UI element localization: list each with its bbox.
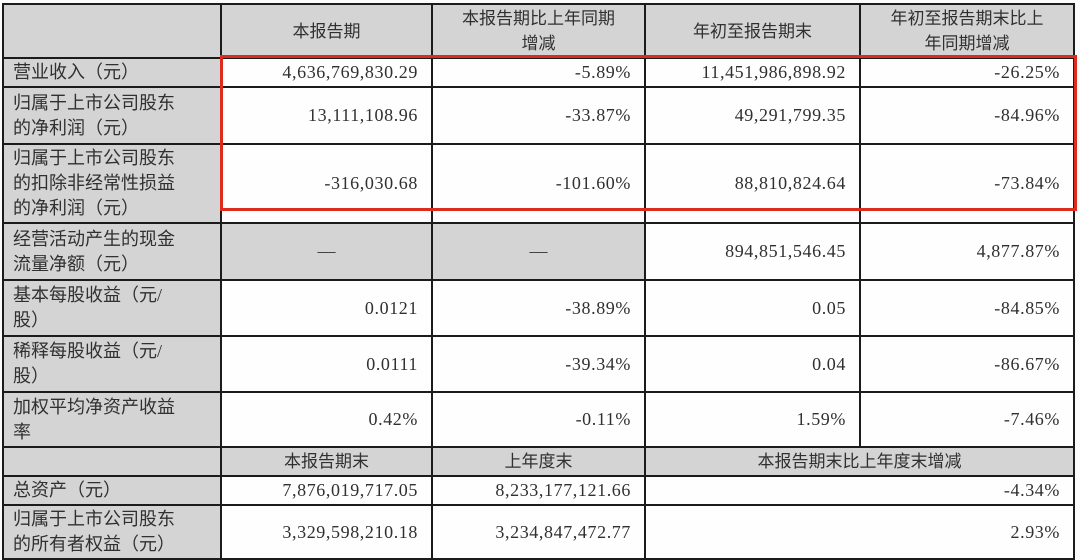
table-row-net-profit: 归属于上市公司股东 的净利润（元） 13,111,108.96 -33.87% …	[2, 86, 1075, 145]
value-cell: -316,030.68	[220, 143, 433, 224]
value-cell: -26.25%	[859, 57, 1075, 88]
value-cell: 0.04	[644, 335, 861, 393]
table-row-basic-eps: 基本每股收益（元/ 股） 0.0121 -38.89% 0.05 -84.85%	[2, 279, 1075, 337]
value-cell: -38.89%	[431, 279, 646, 337]
row-label: 归属于上市公司股东 的所有者权益（元）	[2, 504, 222, 560]
corner-cell	[2, 446, 222, 477]
row-label: 加权平均净资产收益 率	[2, 391, 222, 448]
value-cell: 0.42%	[220, 391, 433, 448]
value-cell: -39.34%	[431, 335, 646, 393]
value-cell: 8,233,177,121.66	[431, 475, 646, 506]
value-cell: -7.46%	[859, 391, 1075, 448]
table-row-revenue: 营业收入（元） 4,636,769,830.29 -5.89% 11,451,9…	[2, 57, 1075, 88]
value-cell: 0.05	[644, 279, 861, 337]
value-cell: 4,877.87%	[859, 222, 1075, 281]
value-cell: 7,876,019,717.05	[220, 475, 433, 506]
value-cell: 4,636,769,830.29	[220, 57, 433, 88]
row-label: 归属于上市公司股东 的扣除非经常性损益 的净利润（元）	[2, 143, 222, 224]
table-row-total-assets: 总资产（元） 7,876,019,717.05 8,233,177,121.66…	[2, 475, 1075, 506]
value-cell: 3,234,847,472.77	[431, 504, 646, 560]
corner-cell	[2, 3, 222, 59]
value-cell: 13,111,108.96	[220, 86, 433, 145]
row-label: 营业收入（元）	[2, 57, 222, 88]
column-header-current-period: 本报告期	[220, 3, 433, 59]
column-header-prior-year-end: 上年度末	[431, 446, 646, 477]
value-cell: 3,329,598,210.18	[220, 504, 433, 560]
value-cell: 11,451,986,898.92	[644, 57, 861, 88]
row-label: 归属于上市公司股东 的净利润（元）	[2, 86, 222, 145]
table-row-operating-cash-flow: 经营活动产生的现金 流量净额（元） — — 894,851,546.45 4,8…	[2, 222, 1075, 281]
table-row-weighted-avg-roe: 加权平均净资产收益 率 0.42% -0.11% 1.59% -7.46%	[2, 391, 1075, 448]
value-cell: 88,810,824.64	[644, 143, 861, 224]
section1-header-row: 本报告期 本报告期比上年同期 增减 年初至报告期末 年初至报告期末比上 年同期增…	[2, 3, 1075, 59]
value-cell: -86.67%	[859, 335, 1075, 393]
value-cell: -4.34%	[644, 475, 1075, 506]
key-figures-table: 本报告期 本报告期比上年同期 增减 年初至报告期末 年初至报告期末比上 年同期增…	[2, 3, 1075, 560]
row-label: 基本每股收益（元/ 股）	[2, 279, 222, 337]
value-cell: -73.84%	[859, 143, 1075, 224]
section2-header-row: 本报告期末 上年度末 本报告期末比上年度末增减	[2, 446, 1075, 477]
value-cell: 2.93%	[644, 504, 1075, 560]
table-row-diluted-eps: 稀释每股收益（元/ 股） 0.0111 -39.34% 0.04 -86.67%	[2, 335, 1075, 393]
value-cell: -0.11%	[431, 391, 646, 448]
column-header-ytd: 年初至报告期末	[644, 3, 861, 59]
table-row-net-profit-excl-nonrecurring: 归属于上市公司股东 的扣除非经常性损益 的净利润（元） -316,030.68 …	[2, 143, 1075, 224]
table-row-owners-equity: 归属于上市公司股东 的所有者权益（元） 3,329,598,210.18 3,2…	[2, 504, 1075, 560]
row-label: 稀释每股收益（元/ 股）	[2, 335, 222, 393]
value-cell: -84.85%	[859, 279, 1075, 337]
value-cell: -84.96%	[859, 86, 1075, 145]
value-cell: -5.89%	[431, 57, 646, 88]
value-cell-empty: —	[431, 222, 646, 281]
value-cell-empty: —	[220, 222, 433, 281]
column-header-ytd-yoy-change: 年初至报告期末比上 年同期增减	[859, 3, 1075, 59]
value-cell: 49,291,799.35	[644, 86, 861, 145]
row-label: 经营活动产生的现金 流量净额（元）	[2, 222, 222, 281]
value-cell: 0.0121	[220, 279, 433, 337]
value-cell: -101.60%	[431, 143, 646, 224]
column-header-period-end: 本报告期末	[220, 446, 433, 477]
value-cell: -33.87%	[431, 86, 646, 145]
row-label: 总资产（元）	[2, 475, 222, 506]
column-header-yoy-change: 本报告期比上年同期 增减	[431, 3, 646, 59]
column-header-change-vs-prior-year-end: 本报告期末比上年度末增减	[644, 446, 1075, 477]
value-cell: 1.59%	[644, 391, 861, 448]
value-cell: 894,851,546.45	[644, 222, 861, 281]
value-cell: 0.0111	[220, 335, 433, 393]
